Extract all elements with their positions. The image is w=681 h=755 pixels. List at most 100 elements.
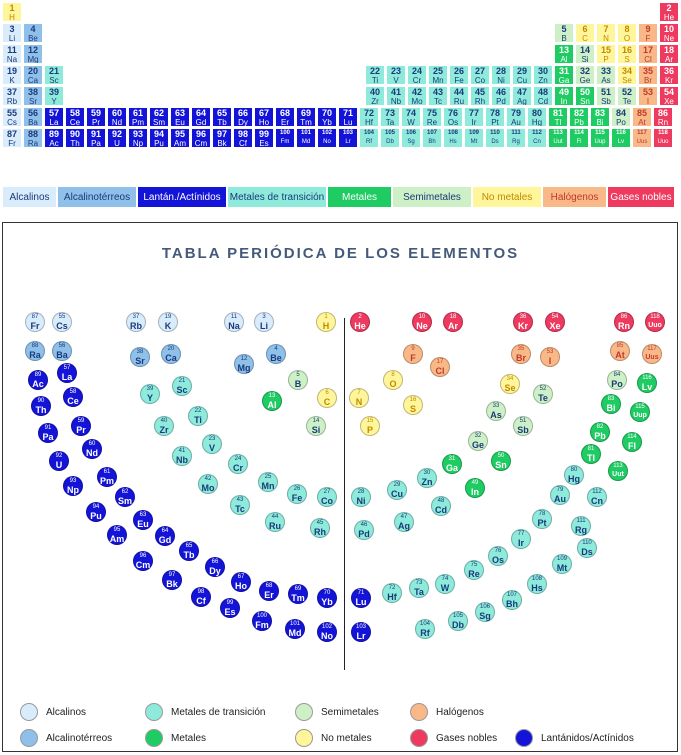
orb-symbol: Nb <box>173 455 191 465</box>
element-orb-sn: 50 Sn <box>491 451 511 471</box>
element-symbol: O <box>618 34 636 43</box>
orb-symbol: Re <box>465 569 483 579</box>
orb-symbol: Au <box>551 494 569 504</box>
element-orb-rh: 45 Rh <box>310 518 330 538</box>
element-cell-tm: 69 Tm <box>296 107 316 127</box>
orb-atomic-number: 1 <box>317 313 335 321</box>
legend-item-halogeno: Halógenos <box>410 702 484 722</box>
orb-atomic-number: 9 <box>404 345 422 353</box>
element-symbol: Fl <box>570 138 588 147</box>
element-cell-dy: 66 Dy <box>233 107 253 127</box>
orb-atomic-number: 5 <box>289 371 307 379</box>
element-orb-cm: 96 Cm <box>133 551 153 571</box>
atomic-number: 52 <box>618 87 636 97</box>
orb-symbol: Md <box>286 628 304 638</box>
atomic-number: 103 <box>339 129 357 138</box>
atomic-number: 20 <box>24 66 42 76</box>
orb-symbol: Gd <box>156 535 174 545</box>
element-orb-ru: 44 Ru <box>265 512 285 532</box>
element-cell-in: 49 In <box>554 86 574 106</box>
atomic-number: 88 <box>24 129 42 139</box>
legend-bar-metal: Metales <box>327 186 392 208</box>
element-orb-es: 99 Es <box>220 598 240 618</box>
element-orb-cn: 112 Cn <box>587 487 607 507</box>
element-cell-la: 57 La <box>44 107 64 127</box>
element-orb-rf: 104 Rf <box>415 619 435 639</box>
element-orb-tb: 65 Tb <box>179 541 199 561</box>
atomic-number: 21 <box>45 66 63 76</box>
element-orb-mo: 42 Mo <box>198 474 218 494</box>
orb-atomic-number: 51 <box>514 417 532 425</box>
orb-atomic-number: 6 <box>318 389 336 397</box>
atomic-number: 74 <box>402 108 420 118</box>
orb-atomic-number: 31 <box>443 455 461 463</box>
atomic-number: 18 <box>660 45 678 55</box>
atomic-number: 105 <box>381 129 399 138</box>
element-cell-bk: 97 Bk <box>212 128 232 148</box>
element-symbol: K <box>3 76 21 85</box>
legend-bar-alcalinoterreo: Alcalinotérreos <box>57 186 137 208</box>
element-orb-rg: 111 Rg <box>571 516 591 536</box>
orb-symbol: Be <box>267 353 285 363</box>
element-orb-ca: 20 Ca <box>161 344 181 364</box>
atomic-number: 41 <box>387 87 405 97</box>
orb-symbol: Tm <box>289 593 307 603</box>
orb-symbol: Te <box>534 393 552 403</box>
atomic-number: 44 <box>450 87 468 97</box>
element-cell-ho: 67 Ho <box>254 107 274 127</box>
orb-symbol: Cd <box>432 505 450 515</box>
legend-label: Halógenos <box>436 707 484 718</box>
element-cell-ac: 89 Ac <box>44 128 64 148</box>
element-orb-eu: 63 Eu <box>133 510 153 530</box>
orb-symbol: Pb <box>591 431 609 441</box>
element-cell-fl: 114 Fl <box>569 128 589 148</box>
element-orb-bh: 107 Bh <box>502 590 522 610</box>
orb-symbol: Hs <box>528 583 546 593</box>
element-cell-pm: 61 Pm <box>128 107 148 127</box>
atomic-number: 25 <box>429 66 447 76</box>
orb-symbol: Po <box>608 379 626 389</box>
orb-atomic-number: 20 <box>162 345 180 353</box>
element-symbol: Ce <box>66 118 84 127</box>
element-orb-hs: 108 Hs <box>527 574 547 594</box>
element-symbol: Se <box>618 76 636 85</box>
orb-atomic-number: 72 <box>383 584 401 592</box>
element-orb-sr: 38 Sr <box>130 347 150 367</box>
legend-label: Metales <box>171 733 206 744</box>
element-orb-y: 39 Y <box>140 384 160 404</box>
orb-symbol: Ds <box>578 547 596 557</box>
element-orb-fm: 100 Fm <box>252 611 272 631</box>
element-orb-db: 105 Db <box>448 611 468 631</box>
orb-atomic-number: 7 <box>350 389 368 397</box>
element-orb-al: 13 Al <box>262 391 282 411</box>
orb-symbol: Sm <box>116 496 134 506</box>
orb-atomic-number: 118 <box>646 313 664 321</box>
atomic-number: 29 <box>513 66 531 76</box>
orb-atomic-number: 17 <box>431 358 449 366</box>
orb-atomic-number: 45 <box>311 519 329 527</box>
orb-atomic-number: 66 <box>206 558 224 566</box>
element-symbol: Fe <box>450 76 468 85</box>
orb-symbol: Ce <box>64 396 82 406</box>
element-orb-nb: 41 Nb <box>172 446 192 466</box>
orb-atomic-number: 68 <box>260 582 278 590</box>
element-orb-re: 75 Re <box>464 560 484 580</box>
orb-symbol: Fm <box>253 620 271 630</box>
element-cell-mg: 12 Mg <box>23 44 43 64</box>
element-symbol: Li <box>3 34 21 43</box>
atomic-number: 98 <box>234 129 252 139</box>
atomic-number: 82 <box>570 108 588 118</box>
element-cell-u: 92 U <box>107 128 127 148</box>
orb-symbol: In <box>466 487 484 497</box>
element-symbol: Uuo <box>654 138 672 147</box>
orb-atomic-number: 106 <box>476 603 494 611</box>
atomic-number: 65 <box>213 108 231 118</box>
orb-atomic-number: 49 <box>466 479 484 487</box>
legend-label: Metales de transición <box>171 707 266 718</box>
atomic-number: 104 <box>360 129 378 138</box>
orb-atomic-number: 107 <box>503 591 521 599</box>
atomic-number: 2 <box>660 3 678 13</box>
orb-atomic-number: 2 <box>351 313 369 321</box>
